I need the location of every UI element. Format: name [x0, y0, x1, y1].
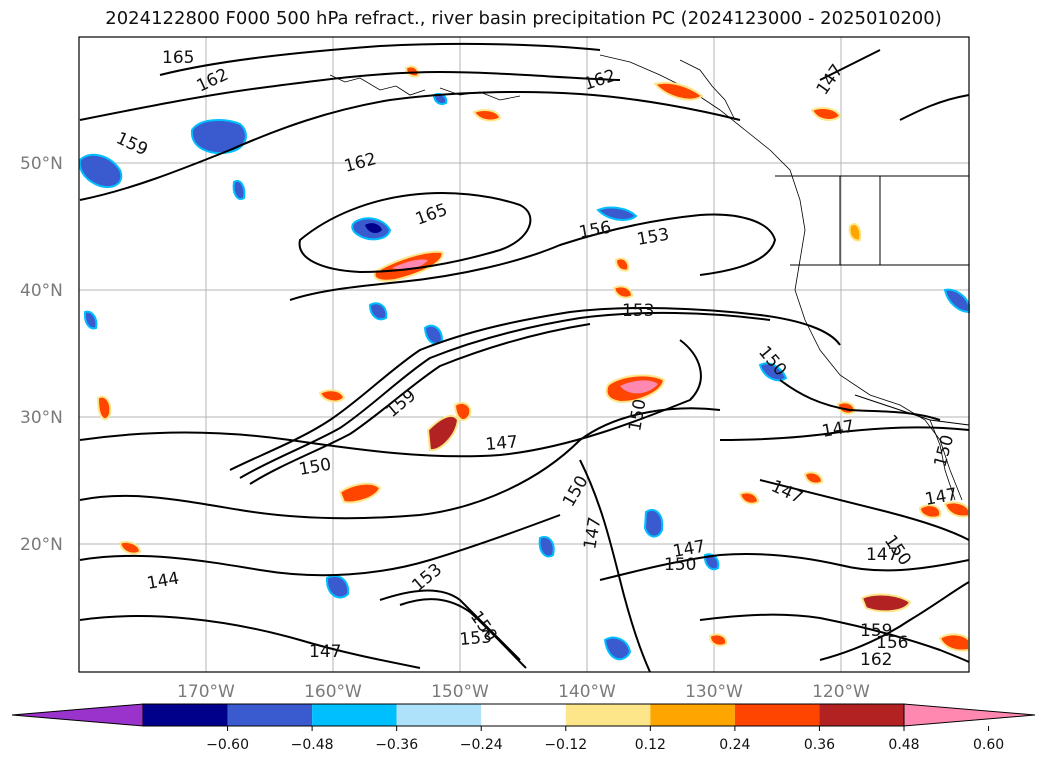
colorbar-extend-max	[903, 703, 1036, 727]
colorbar-bin	[312, 704, 397, 726]
lat-label-30n: 30°N	[20, 408, 63, 428]
colorbar-bin	[396, 704, 482, 726]
lon-label-170w: 170°W	[177, 682, 235, 702]
colorbar-tick-label: 0.24	[719, 737, 750, 753]
map-title: 2024122800 F000 500 hPa refract., river …	[105, 8, 942, 29]
positive-pc-shading	[96, 65, 970, 652]
colorbar-tick-label: 0.12	[635, 737, 666, 753]
colorbar-tick-label: −0.24	[460, 737, 503, 753]
lon-label-130w: 130°W	[685, 682, 743, 702]
contour-label: 165	[162, 48, 194, 68]
contour-label: 153	[459, 627, 493, 650]
colorbar-outline	[142, 703, 905, 727]
lon-label-150w: 150°W	[431, 682, 489, 702]
colorbar-tick-label: −0.36	[375, 737, 418, 753]
colorbar-tick-label: 0.60	[973, 737, 1004, 753]
contour-label: 147	[866, 545, 898, 565]
lat-label-50n: 50°N	[20, 154, 63, 174]
lon-label-120w: 120°W	[812, 682, 870, 702]
contour-label: 156	[876, 633, 908, 653]
colorbar-tick-label: −0.60	[206, 737, 249, 753]
colorbar-bin	[143, 704, 228, 726]
lon-label-160w: 160°W	[304, 682, 362, 702]
colorbar-bin	[227, 704, 313, 726]
lat-label-20n: 20°N	[20, 535, 63, 555]
colorbar-bin	[481, 704, 566, 726]
contour-label: 162	[860, 650, 892, 670]
colorbar-tick-label: 0.36	[804, 737, 835, 753]
contour-label: 150	[664, 555, 696, 575]
negative-pc-shading	[78, 93, 970, 661]
colorbar-tick-label: 0.48	[888, 737, 919, 753]
colorbar-bin	[819, 704, 904, 726]
colorbar-tick-label: −0.12	[544, 737, 587, 753]
colorbar-bin	[734, 704, 820, 726]
map-frame	[78, 36, 970, 673]
lon-label-140w: 140°W	[558, 682, 616, 702]
colorbar-bin	[565, 704, 651, 726]
contour-label: 147	[485, 432, 519, 455]
contour-label: 147	[309, 642, 341, 662]
colorbar-bin	[650, 704, 735, 726]
contour-label: 159	[860, 621, 892, 641]
colorbar-tick-label: −0.48	[291, 737, 334, 753]
refractivity-contours	[79, 42, 970, 673]
colorbar: −0.60 −0.48 −0.36 −0.24 −0.12 0.12 0.24 0.36 0.4…	[11, 703, 1036, 753]
contour-label: 153	[622, 301, 654, 321]
colorbar-extend-min	[11, 703, 144, 727]
lat-label-40n: 40°N	[20, 281, 63, 301]
